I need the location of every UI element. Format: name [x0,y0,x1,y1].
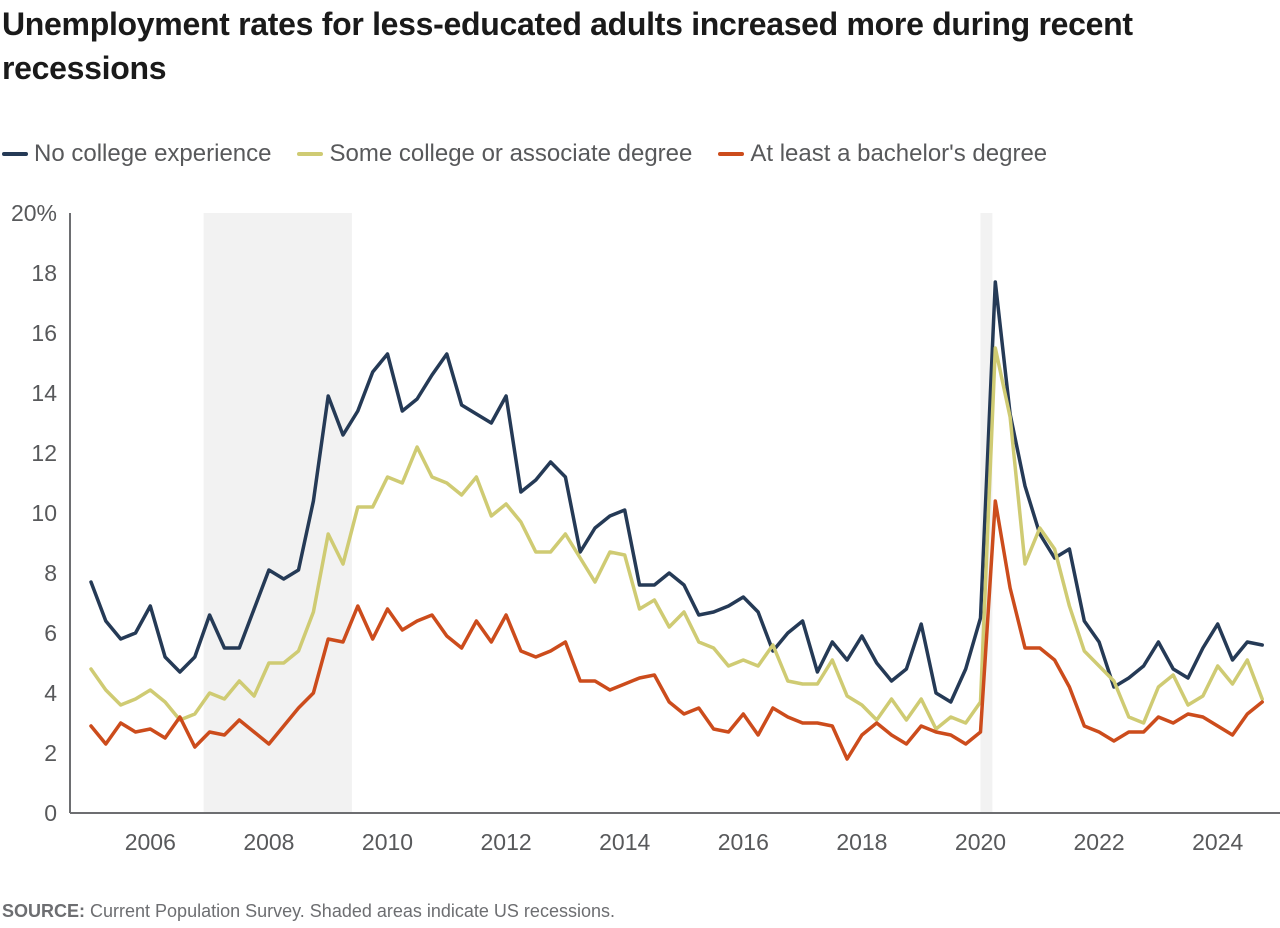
y-tick-label: 4 [44,680,57,706]
y-tick-label: 8 [44,560,57,586]
x-tick-label: 2014 [599,829,650,855]
source-label: SOURCE: [2,901,86,921]
y-tick-label: 14 [31,380,57,406]
legend-item-some-college: Some college or associate degree [297,140,692,168]
legend-label: No college experience [34,140,272,167]
series-line-1 [89,346,1264,731]
y-tick-label: 20% [11,200,57,226]
x-tick-label: 2006 [125,829,176,855]
source-note: SOURCE: Current Population Survey. Shade… [2,901,615,922]
x-tick-label: 2018 [836,829,887,855]
x-tick-label: 2024 [1192,829,1243,855]
x-tick-label: 2016 [718,829,769,855]
y-tick-label: 0 [44,800,57,826]
series-line-2 [89,499,1264,761]
chart-title: Unemployment rates for less-educated adu… [2,6,1133,86]
legend-label: Some college or associate degree [329,140,693,167]
y-tick-label: 10 [31,500,57,526]
y-tick-label: 2 [44,740,57,766]
source-text: Current Population Survey. Shaded areas … [85,901,615,921]
x-tick-label: 2020 [955,829,1006,855]
legend-item-no-college: No college experience [2,140,271,168]
legend: No college experience Some college or as… [2,140,1047,168]
series-line-0 [89,280,1264,704]
legend-swatch [718,152,745,156]
recession-band [203,213,352,813]
legend-item-bachelors: At least a bachelor's degree [718,140,1047,168]
y-tick-label: 16 [31,320,57,346]
y-tick-label: 18 [31,260,57,286]
y-tick-label: 6 [44,620,57,646]
legend-swatch [2,152,28,156]
legend-swatch [297,152,324,156]
x-tick-label: 2008 [243,829,294,855]
y-tick-label: 12 [31,440,57,466]
legend-label: At least a bachelor's degree [750,140,1048,167]
x-tick-label: 2022 [1074,829,1125,855]
x-tick-label: 2010 [362,829,413,855]
x-tick-label: 2012 [481,829,532,855]
